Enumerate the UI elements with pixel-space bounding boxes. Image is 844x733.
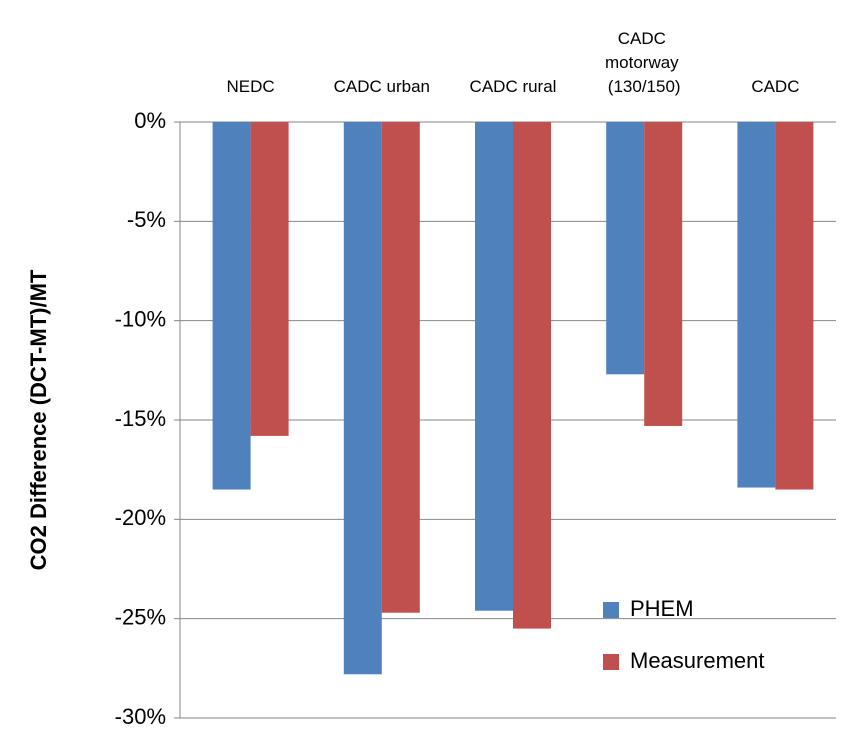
- x-tick-label: CADC rural: [470, 77, 557, 96]
- bar: [775, 122, 814, 490]
- bar: [212, 122, 251, 490]
- legend-label: Measurement: [630, 648, 765, 673]
- y-tick-label: -5%: [127, 207, 166, 232]
- legend-swatch: [603, 602, 619, 618]
- legend-swatch: [603, 654, 619, 670]
- bar: [606, 122, 645, 375]
- bar: [737, 122, 776, 488]
- x-tick-label: NEDC: [227, 77, 275, 96]
- y-tick-label: 0%: [134, 108, 166, 133]
- x-tick-label: CADC urban: [334, 77, 430, 96]
- legend-label: PHEM: [630, 596, 694, 621]
- bar: [250, 122, 289, 436]
- bar: [381, 122, 420, 613]
- y-tick-label: -25%: [115, 604, 166, 629]
- y-tick-label: -15%: [115, 406, 166, 431]
- y-tick-label: -20%: [115, 505, 166, 530]
- y-axis-title: CO2 Difference (DCT-MT)/MT: [26, 269, 51, 570]
- bar: [475, 122, 513, 611]
- bar: [343, 122, 382, 675]
- bar: [644, 122, 683, 426]
- x-tick-label: CADC: [751, 77, 799, 96]
- y-tick-label: -10%: [115, 306, 166, 331]
- x-tick-label: CADC motorway (130/150): [605, 29, 683, 96]
- bar: [513, 122, 551, 629]
- y-tick-label: -30%: [115, 704, 166, 728]
